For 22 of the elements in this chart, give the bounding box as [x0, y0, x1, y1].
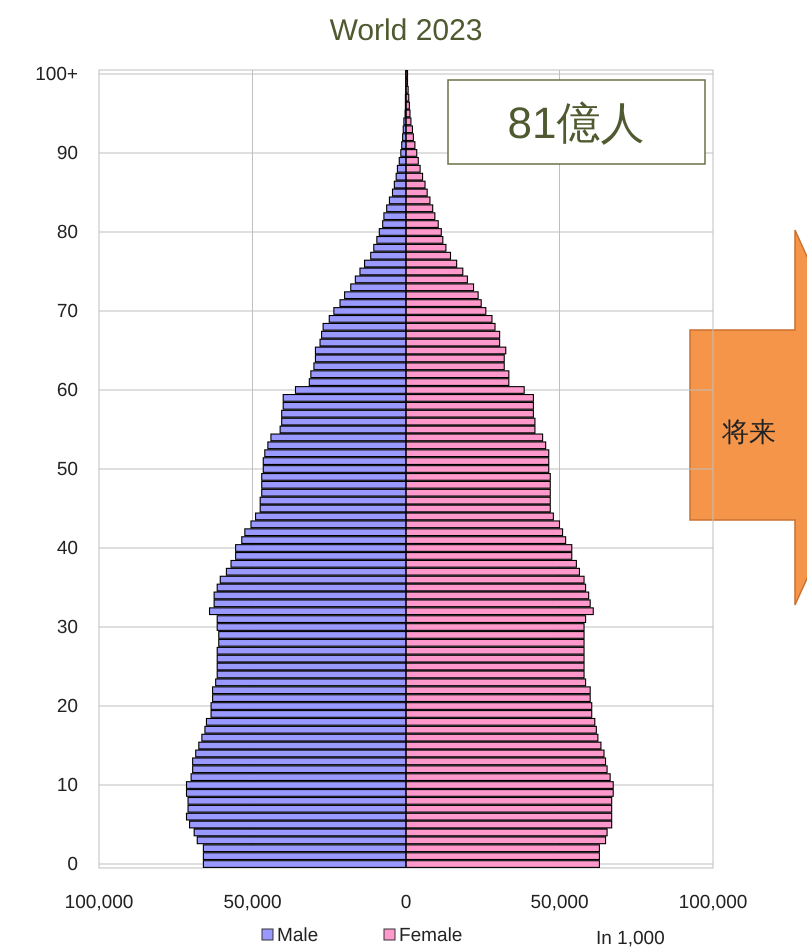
y-tick-label: 20 — [56, 696, 78, 718]
y-tick-label: 50 — [56, 459, 78, 480]
y-tick-label: 30 — [56, 617, 78, 638]
legend-label: Male — [277, 925, 318, 946]
x-tick-label: 50,000 — [530, 892, 589, 913]
legend-label: Female — [399, 925, 462, 946]
annotation: 81億人 — [508, 99, 644, 148]
chart-title: World 2023 — [330, 14, 482, 47]
x-tick-label: 0 — [400, 892, 412, 913]
x-tick-label: 50,000 — [223, 892, 282, 913]
text: In 1,000 — [596, 928, 665, 949]
y-tick-label: 70 — [56, 300, 78, 322]
y-tick-label: 0 — [67, 854, 78, 876]
x-tick-label: 100,000 — [678, 892, 748, 913]
y-tick-label: 80 — [56, 222, 78, 243]
y-tick-label: 60 — [56, 380, 78, 401]
y-tick-label: 90 — [56, 142, 78, 164]
y-tick-label: 40 — [56, 538, 78, 560]
text: 将来 — [721, 417, 776, 447]
y-tick-label: 100+ — [35, 64, 78, 85]
x-tick-label: 100,000 — [64, 892, 134, 913]
y-tick-label: 10 — [56, 775, 78, 796]
